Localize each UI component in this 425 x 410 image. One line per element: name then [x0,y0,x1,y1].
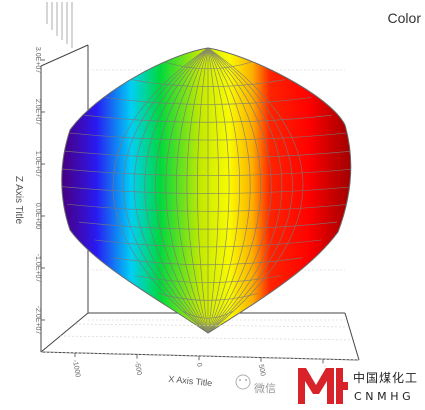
x-tick-label: -1000 [71,359,81,378]
colormap-title: Color [387,10,421,26]
mesh-parallel [131,79,285,87]
lens-surface [61,47,352,334]
mesh-meridian [144,48,209,333]
x-axis-title: X Axis Title [168,374,213,389]
mesh-meridian [207,48,230,333]
x-tick-label: 500 [257,364,266,377]
mesh-parallel [158,293,258,301]
mesh-parallel [84,114,332,123]
mesh-parallel [69,132,347,141]
mesh-meridian [133,48,209,333]
z-tick-label: 2.0E+07 [34,99,41,125]
z-tick-label: -1.0E+07 [34,254,41,283]
z-tick-label: -2.0E+07 [34,306,41,335]
mesh-meridian [175,48,209,333]
mesh-meridian [165,48,209,333]
mesh-meridian [207,48,251,333]
mesh-meridian [207,48,241,333]
z-axis-ticks: -2.0E+07 -1.0E+07 0.0E+00 1.0E+07 2.0E+07 3.0… [34,47,45,335]
mesh-parallel [163,61,253,70]
floor-grid [40,323,360,361]
mesh-parallel [182,310,234,319]
mesh-meridian [197,48,209,333]
mesh-parallel [113,257,303,266]
wechat-text: 微信 [254,382,276,395]
z-tick-label: 3.0E+07 [34,47,41,73]
wechat-icon [235,374,251,390]
mesh-meridian [207,48,272,333]
z-tick-label: 0.0E+00 [34,203,41,229]
mesh-meridian [207,48,293,333]
mesh-parallel [61,168,351,177]
mesh-meridian [186,48,209,333]
mesh-meridian [207,48,261,333]
x-tick-label: 0 [195,362,203,367]
brand-name-cn: 中国煤化工 [353,371,419,385]
mesh-parallel [61,186,351,194]
mesh-meridian [207,48,219,333]
brand-name-en: CNMHG [354,390,415,403]
mesh-parallel [61,150,351,159]
mesh-meridian [123,48,209,333]
mesh-parallel [134,275,282,283]
mesh-meridian [155,48,209,333]
x-tick-label: -500 [133,361,142,376]
mesh-parallel [79,221,337,230]
mesh-parallel [94,239,322,248]
z-tick-label: 1.0E+07 [34,151,41,177]
brand-logo [297,367,348,405]
top-tick-marks [46,2,73,48]
mesh-meridian [207,48,283,333]
mesh-parallel [104,97,312,105]
z-axis-title: Z Axis Title [13,176,24,225]
mesh-parallel [67,203,349,212]
